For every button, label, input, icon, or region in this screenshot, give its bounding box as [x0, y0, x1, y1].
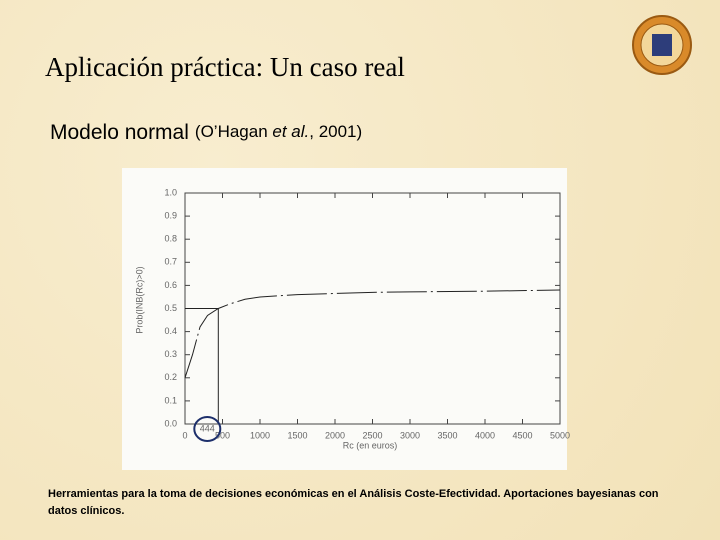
y-tick-label: 0.8 [164, 234, 177, 244]
logo [632, 15, 692, 75]
y-axis-label: Prob(INB(Rc)>0) [134, 266, 144, 333]
y-tick-label: 0.7 [164, 257, 177, 267]
y-tick-label: 1.0 [164, 187, 177, 197]
y-tick-label: 0.0 [164, 418, 177, 428]
x-tick-label: 3500 [437, 430, 457, 440]
subtitle: Modelo normal (O’Hagan et al., 2001) [50, 121, 362, 144]
x-tick-label: 4000 [475, 430, 495, 440]
x-tick-label: 2500 [362, 430, 382, 440]
subtitle-ref: et al. [272, 122, 309, 141]
footer: Herramientas para la toma de decisiones … [48, 488, 659, 517]
subtitle-main: Modelo normal [50, 121, 189, 144]
x-tick-label: 4500 [512, 430, 532, 440]
y-tick-label: 0.6 [164, 280, 177, 290]
y-tick-label: 0.2 [164, 372, 177, 382]
slide-title: Aplicación práctica: Un caso real [45, 52, 405, 82]
x-tick-label: 0 [182, 430, 187, 440]
subtitle-ref: , 2001) [309, 122, 362, 141]
y-tick-label: 0.5 [164, 303, 177, 313]
x-tick-label: 1500 [287, 430, 307, 440]
chart-panel [122, 168, 567, 470]
x-tick-label: 500 [215, 430, 230, 440]
x-axis-label: Rc (en euros) [343, 440, 398, 450]
annotation-circle [193, 416, 222, 442]
x-tick-label: 5000 [550, 430, 570, 440]
x-tick-label: 1000 [250, 430, 270, 440]
x-tick-label: 3000 [400, 430, 420, 440]
y-tick-label: 0.4 [164, 326, 177, 336]
data-line [184, 289, 561, 378]
y-tick-label: 0.3 [164, 349, 177, 359]
y-tick-label: 0.1 [164, 395, 177, 405]
annotation-label: 444 [200, 423, 215, 433]
x-tick-label: 2000 [325, 430, 345, 440]
y-tick-label: 0.9 [164, 210, 177, 220]
subtitle-ref: (O’Hagan [195, 122, 272, 141]
